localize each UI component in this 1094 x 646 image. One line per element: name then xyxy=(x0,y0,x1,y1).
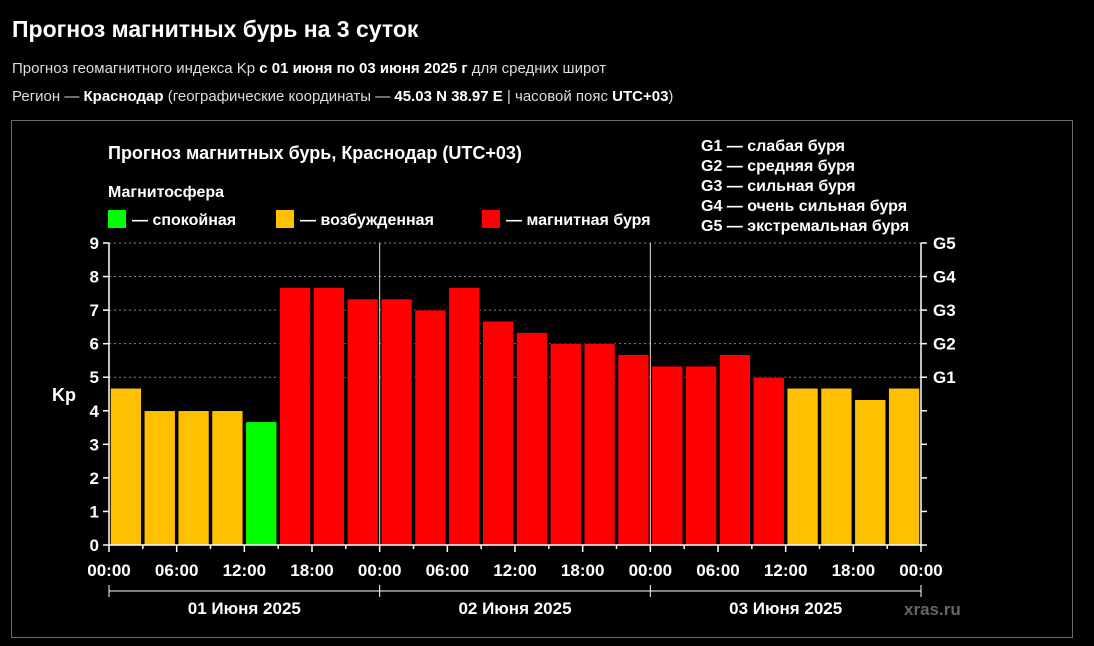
region-coordinates: 45.03 N 38.97 E xyxy=(394,88,503,105)
forecast-description-prefix: Прогноз геомагнитного индекса Kp xyxy=(12,60,260,77)
bar-16 xyxy=(651,365,683,546)
g-legend-item-2: G3 — сильная буря xyxy=(701,178,856,195)
legend-swatch-0 xyxy=(108,210,126,228)
bar-10 xyxy=(448,287,480,546)
bar-14 xyxy=(583,343,616,546)
plot-area: 0 1 2 3 4 5 6 7 8 9 G1 G2 G3 G4 G5 Kp 00:00 06:00 12:00 18:… xyxy=(52,234,956,618)
bar-3 xyxy=(211,410,244,546)
watermark: xras.ru xyxy=(904,600,961,619)
x-tick-label-6: 12:00 xyxy=(493,561,536,580)
day-label-0: 01 Июня 2025 xyxy=(188,599,301,618)
region-timezone: UTC+03 xyxy=(612,88,669,105)
bar-8 xyxy=(380,298,413,546)
x-tick-label-0: 00:00 xyxy=(87,561,130,580)
bar-11 xyxy=(482,320,514,546)
bar-1 xyxy=(144,410,176,546)
region-prefix: Регион — xyxy=(12,88,84,105)
legend-label-2: — магнитная буря xyxy=(506,212,651,229)
x-tick-label-8: 00:00 xyxy=(629,561,672,580)
y-tick-label-0: 0 xyxy=(90,536,99,555)
g-legend-item-0: G1 — слабая буря xyxy=(701,138,845,155)
legend-label-1: — возбужденная xyxy=(300,212,434,229)
y-tick-label-9: 9 xyxy=(90,234,99,253)
x-tick-label-3: 18:00 xyxy=(290,561,333,580)
y-tick-label-7: 7 xyxy=(90,301,99,320)
bar-13 xyxy=(550,343,582,546)
bar-6 xyxy=(313,287,345,546)
g-label-3: G4 xyxy=(933,268,956,287)
x-tick-label-4: 00:00 xyxy=(358,561,401,580)
region-info: Регион — Краснодар (географические коорд… xyxy=(12,88,673,105)
legend-swatch-2 xyxy=(482,210,500,228)
region-name: Краснодар xyxy=(83,88,164,105)
g-label-4: G5 xyxy=(933,234,956,253)
x-tick-label-1: 06:00 xyxy=(155,561,198,580)
bar-0 xyxy=(110,388,142,546)
y-tick-label-6: 6 xyxy=(90,335,99,354)
bar-20 xyxy=(786,388,819,546)
bar-18 xyxy=(719,354,751,546)
y-tick-label-8: 8 xyxy=(90,268,99,287)
bar-2 xyxy=(177,410,210,546)
g-label-2: G3 xyxy=(933,301,956,320)
g-label-1: G2 xyxy=(933,335,956,354)
chart-panel: Прогноз магнитных бурь, Краснодар (UTC+0… xyxy=(11,120,1073,638)
bar-21 xyxy=(820,388,853,546)
x-tick-label-2: 12:00 xyxy=(223,561,266,580)
bar-19 xyxy=(753,376,785,546)
x-tick-label-12: 00:00 xyxy=(899,561,942,580)
x-tick-label-9: 06:00 xyxy=(696,561,739,580)
legend-title: Магнитосфера xyxy=(108,184,224,201)
region-info-end: ) xyxy=(668,88,674,105)
forecast-description: Прогноз геомагнитного индекса Kp с 01 ию… xyxy=(12,60,606,77)
y-tick-label-4: 4 xyxy=(90,402,100,421)
bar-17 xyxy=(685,365,717,546)
g-legend-item-4: G5 — экстремальная буря xyxy=(701,218,909,235)
g-legend-item-3: G4 — очень сильная буря xyxy=(701,198,907,215)
forecast-date-range: с 01 июня по 03 июня 2025 г xyxy=(259,60,468,77)
magnetosphere-legend: — спокойная — возбужденная — магнитная бур… xyxy=(108,210,651,229)
legend-swatch-1 xyxy=(276,210,294,228)
g-label-0: G1 xyxy=(933,368,956,387)
g-scale-legend: G1 — слабая буря G2 — средняя буря G3 — си… xyxy=(701,138,909,235)
day-label-1: 02 Июня 2025 xyxy=(458,599,571,618)
forecast-description-suffix: для средних широт xyxy=(467,60,607,77)
chart-title: Прогноз магнитных бурь, Краснодар (UTC+0… xyxy=(108,143,522,163)
x-tick-label-7: 18:00 xyxy=(561,561,604,580)
bar-22 xyxy=(854,399,886,546)
y-axis-label: Kp xyxy=(52,385,76,405)
y-tick-label-1: 1 xyxy=(90,502,99,521)
y-tick-label-2: 2 xyxy=(90,469,99,488)
x-tick-label-11: 18:00 xyxy=(832,561,875,580)
y-tick-label-5: 5 xyxy=(90,368,99,387)
day-label-2: 03 Июня 2025 xyxy=(729,599,842,618)
kp-forecast-chart: Прогноз магнитных бурь, Краснодар (UTC+0… xyxy=(52,138,961,619)
bar-9 xyxy=(414,309,447,546)
g-legend-item-1: G2 — средняя буря xyxy=(701,158,855,175)
page-title: Прогноз магнитных бурь на 3 суток xyxy=(12,16,419,42)
bar-5 xyxy=(279,287,311,546)
coords-prefix: (географические координаты — xyxy=(163,88,395,105)
bar-23 xyxy=(888,388,920,546)
y-tick-label-3: 3 xyxy=(90,435,99,454)
bar-7 xyxy=(347,298,379,546)
x-tick-label-5: 06:00 xyxy=(426,561,469,580)
plot-background xyxy=(109,243,921,545)
legend-label-0: — спокойная xyxy=(132,212,236,229)
timezone-prefix: | часовой пояс xyxy=(502,88,613,105)
bar-4 xyxy=(245,421,277,546)
bar-12 xyxy=(516,332,548,546)
bar-15 xyxy=(617,354,650,546)
x-tick-label-10: 12:00 xyxy=(764,561,807,580)
